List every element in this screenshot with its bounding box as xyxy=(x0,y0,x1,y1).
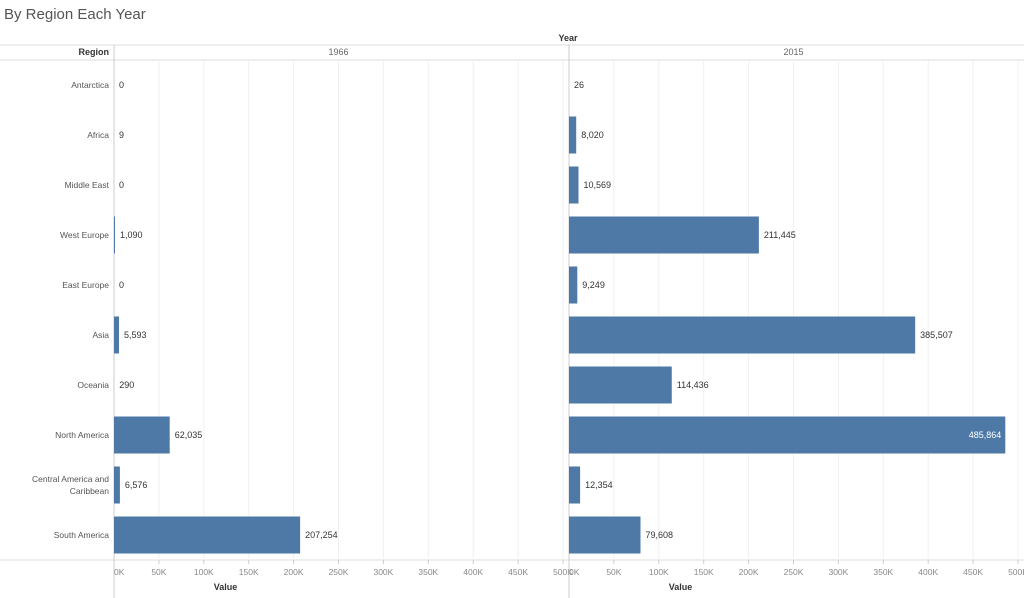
x-tick-label: 150K xyxy=(239,567,259,577)
data-label: 26 xyxy=(574,80,584,90)
x-tick-label: 250K xyxy=(329,567,349,577)
bar-2015-10 xyxy=(569,516,641,554)
x-tick-label: 400K xyxy=(463,567,483,577)
bar-2015-6 xyxy=(569,316,916,354)
data-label: 211,445 xyxy=(764,230,796,240)
category-label: Middle East xyxy=(65,180,110,190)
category-label: Central America and Caribbean xyxy=(32,474,109,496)
x-tick-label: 300K xyxy=(828,567,848,577)
data-label: 290 xyxy=(119,380,134,390)
bar-2015-4 xyxy=(569,216,759,254)
data-label: 0 xyxy=(119,180,124,190)
column-label-2015: 2015 xyxy=(783,47,803,57)
data-label: 207,254 xyxy=(305,530,338,540)
x-tick-label: 0K xyxy=(114,567,125,577)
category-label: Oceania xyxy=(77,380,109,390)
data-label: 0 xyxy=(119,80,124,90)
data-label: 5,593 xyxy=(124,330,147,340)
data-label: 79,608 xyxy=(645,530,673,540)
chart-title: By Region Each Year xyxy=(4,6,146,23)
x-tick-label: 200K xyxy=(284,567,304,577)
data-label: 385,507 xyxy=(920,330,953,340)
bar-1966-6 xyxy=(114,316,120,354)
data-label: 114,436 xyxy=(677,380,709,390)
x-axis-title: Value xyxy=(214,582,238,592)
x-tick-label: 50K xyxy=(606,567,621,577)
data-label: 62,035 xyxy=(175,430,203,440)
data-label: 1,090 xyxy=(120,230,143,240)
x-tick-label: 300K xyxy=(373,567,393,577)
data-label: 9 xyxy=(119,130,124,140)
category-label: East Europe xyxy=(62,280,109,290)
column-label-1966: 1966 xyxy=(328,47,348,57)
data-label: 8,020 xyxy=(581,130,604,140)
x-tick-label: 500K xyxy=(1008,567,1024,577)
x-tick-label: 500K xyxy=(553,567,573,577)
category-label: Africa xyxy=(87,130,109,140)
x-tick-label: 400K xyxy=(918,567,938,577)
category-label: Antarctica xyxy=(71,80,109,90)
bar-1966-4 xyxy=(114,216,115,254)
category-label: North America xyxy=(55,430,109,440)
bar-1966-10 xyxy=(114,516,301,554)
bar-2015-5 xyxy=(569,266,578,304)
x-tick-label: 350K xyxy=(418,567,438,577)
column-header: Year xyxy=(558,33,578,43)
x-tick-label: 350K xyxy=(873,567,893,577)
bar-2015-2 xyxy=(569,116,577,154)
bar-2015-9 xyxy=(569,466,581,504)
x-tick-label: 100K xyxy=(649,567,669,577)
category-label: West Europe xyxy=(60,230,109,240)
bar-2015-7 xyxy=(569,366,672,404)
category-label: Asia xyxy=(92,330,109,340)
x-tick-label: 100K xyxy=(194,567,214,577)
category-label: South America xyxy=(54,530,110,540)
bar-2015-3 xyxy=(569,166,579,204)
data-label: 9,249 xyxy=(582,280,605,290)
data-label: 485,864 xyxy=(969,430,1002,440)
x-tick-label: 450K xyxy=(963,567,983,577)
data-label: 0 xyxy=(119,280,124,290)
x-tick-label: 150K xyxy=(694,567,714,577)
data-label: 12,354 xyxy=(585,480,613,490)
x-tick-label: 50K xyxy=(151,567,166,577)
bar-1966-9 xyxy=(114,466,120,504)
x-axis-title: Value xyxy=(669,582,693,592)
x-tick-label: 200K xyxy=(739,567,759,577)
bar-1966-8 xyxy=(114,416,170,454)
data-label: 6,576 xyxy=(125,480,148,490)
bar-2015-8 xyxy=(569,416,1006,454)
x-tick-label: 250K xyxy=(784,567,804,577)
data-label: 10,569 xyxy=(583,180,611,190)
row-header: Region xyxy=(79,47,110,57)
x-tick-label: 0K xyxy=(569,567,580,577)
x-tick-label: 450K xyxy=(508,567,528,577)
